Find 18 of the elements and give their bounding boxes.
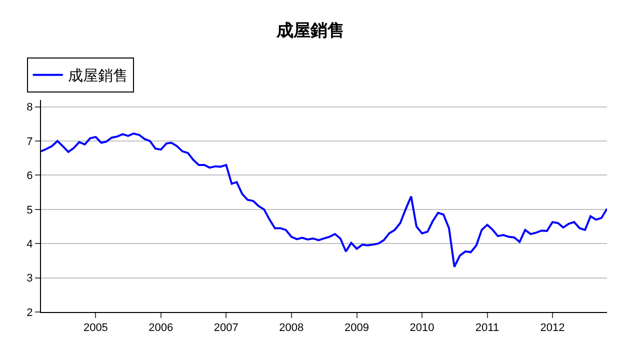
chart-title: 成屋銷售 [276,21,344,40]
y-tick-label: 3 [26,272,33,285]
y-tick-label: 8 [26,102,33,114]
x-tick-label: 2007 [214,322,238,334]
x-tick-label: 2008 [279,322,304,334]
legend-label: 成屋銷售 [68,68,128,85]
x-tick-label: 2006 [148,322,174,334]
line-series [41,132,607,268]
y-tick-label: 5 [26,204,33,216]
y-tick-label: 2 [26,306,33,319]
x-tick-label: 2011 [475,322,500,334]
y-tick-label: 6 [26,170,33,182]
y-tick-label: 4 [26,238,33,250]
x-tick-label: 2005 [83,322,108,334]
x-tick-label: 2010 [410,322,434,334]
x-tick-label: 2012 [540,322,565,334]
x-tick-label: 2009 [344,322,370,334]
y-tick-label: 7 [26,136,33,148]
